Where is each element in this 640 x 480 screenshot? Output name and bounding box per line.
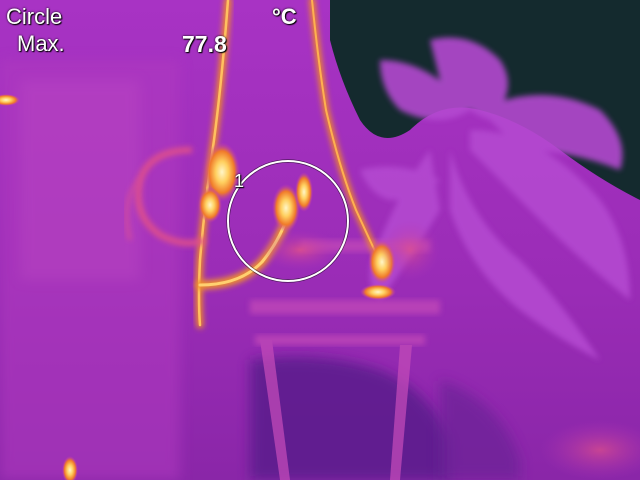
warm-patch-center (260, 230, 340, 270)
window-region (20, 80, 140, 280)
warm-patch-bottom-right (540, 420, 640, 480)
hot-spot-right-base (360, 284, 396, 300)
measurement-mode-label: Circle (6, 4, 63, 29)
hot-spot-center-right (295, 172, 313, 212)
warm-loop-tail (124, 178, 142, 241)
statistic-label: Max. (17, 31, 65, 56)
warm-patch-right (380, 220, 440, 280)
hot-cable-right-core (311, 0, 385, 271)
hot-spot-bottom-left (62, 456, 78, 480)
hot-spot-left-lower (198, 187, 222, 223)
warm-loop (135, 147, 207, 247)
cool-ground-right (440, 380, 520, 480)
temperature-unit: °C (272, 4, 297, 29)
roi-index-label: 1 (234, 171, 245, 191)
temperature-reading: 77.8 (182, 31, 227, 57)
hot-spot-edge (0, 94, 20, 106)
